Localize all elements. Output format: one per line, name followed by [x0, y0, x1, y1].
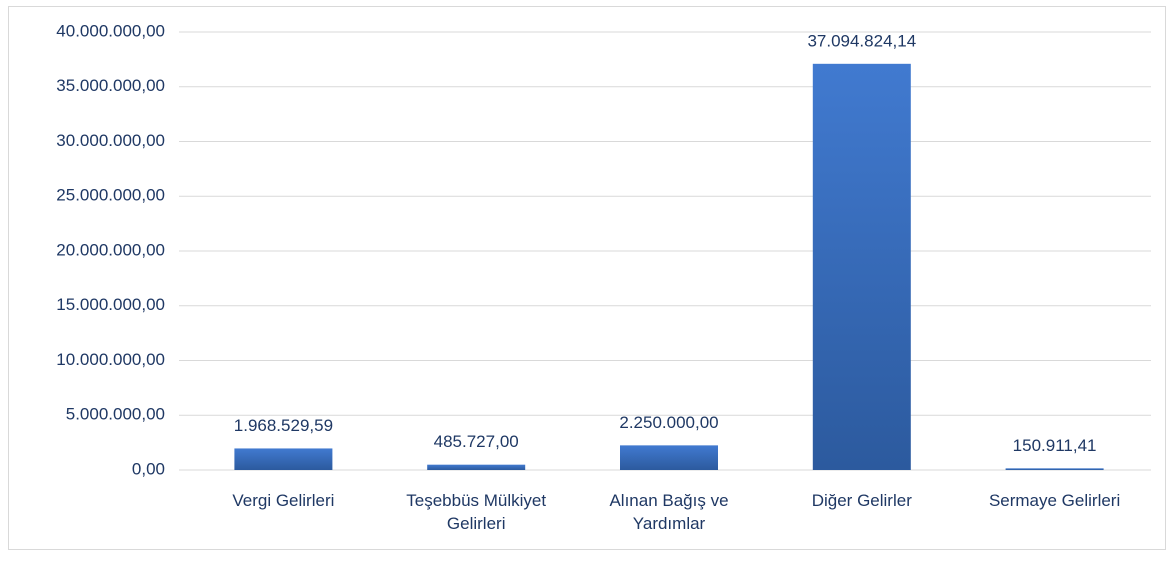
data-label: 1.968.529,59: [234, 416, 333, 435]
data-label: 2.250.000,00: [619, 413, 718, 432]
bar: [427, 464, 526, 470]
bar: [620, 445, 718, 470]
y-tick-label: 40.000.000,00: [56, 21, 165, 40]
bar: [812, 63, 911, 470]
bar: [1005, 468, 1104, 470]
y-tick-label: 10.000.000,00: [56, 350, 165, 369]
y-tick-label: 30.000.000,00: [56, 131, 165, 150]
data-label: 485.727,00: [434, 432, 519, 451]
bar: [234, 448, 333, 470]
x-tick-label: Teşebbüs Mülkiyet Gelirleri: [406, 491, 547, 533]
y-tick-label: 35.000.000,00: [56, 76, 165, 95]
y-tick-label: 20.000.000,00: [56, 240, 165, 259]
data-label: 150.911,41: [1013, 436, 1097, 455]
data-label: 37.094.824,14: [807, 31, 916, 50]
x-tick-label: Sermaye Gelirleri: [988, 491, 1121, 510]
y-tick-label: 25.000.000,00: [56, 186, 165, 205]
y-tick-label: 5.000.000,00: [66, 405, 165, 424]
x-tick-label: Vergi Gelirleri: [232, 491, 335, 510]
chart-border: [8, 6, 1166, 550]
y-tick-label: 15.000.000,00: [56, 295, 165, 314]
x-tick-label: Alınan Bağış ve Yardımlar: [609, 491, 729, 533]
x-tick-label: Diğer Gelirler: [811, 491, 912, 510]
y-tick-label: 0,00: [132, 459, 165, 478]
